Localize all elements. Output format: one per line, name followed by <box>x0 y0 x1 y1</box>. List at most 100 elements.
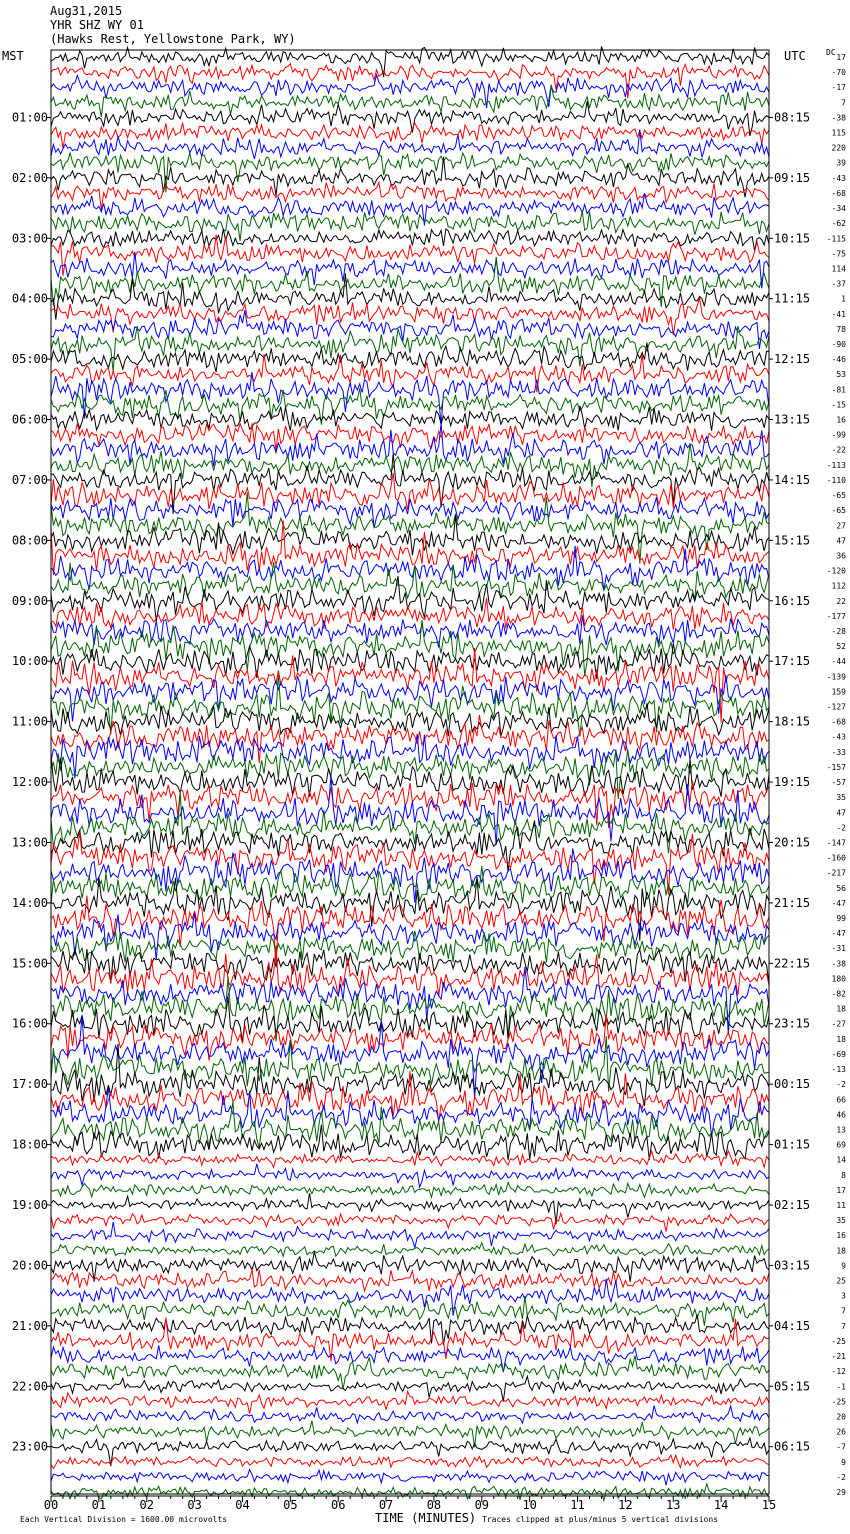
utc-hour-label: 12:15 <box>774 352 810 366</box>
dc-offset-label: 8 <box>841 1171 846 1180</box>
dc-offset-label: 159 <box>832 687 847 696</box>
dc-offset-label: 112 <box>832 582 847 591</box>
dc-offset-label: -47 <box>832 929 847 938</box>
trace-line <box>50 515 770 556</box>
dc-offset-label: -12 <box>832 1367 847 1376</box>
dc-offset-label: 56 <box>836 884 846 893</box>
trace-line <box>50 520 770 576</box>
location-label: (Hawks Rest, Yellowstone Park, WY) <box>50 32 296 46</box>
utc-hour-label: 22:15 <box>774 956 810 970</box>
dc-offset-label: -43 <box>832 174 847 183</box>
trace-line <box>50 749 770 800</box>
x-tick-label: 05 <box>283 1498 297 1512</box>
dc-offset-label: 17 <box>836 1186 846 1195</box>
trace-line <box>50 443 770 487</box>
dc-offset-label: -2 <box>836 1473 846 1482</box>
trace-line <box>50 273 770 320</box>
utc-hour-label: 13:15 <box>774 413 810 427</box>
dc-offset-label: -110 <box>827 476 846 485</box>
dc-offset-label: 78 <box>836 325 846 334</box>
dc-offset-label: 29 <box>836 1488 846 1497</box>
utc-hour-label: 20:15 <box>774 835 810 849</box>
dc-offset-label: -139 <box>827 672 846 681</box>
dc-offset-label: 14 <box>836 1156 846 1165</box>
trace-line <box>50 73 770 109</box>
mst-hour-label: 23:00 <box>12 1440 48 1454</box>
dc-offset-label: -43 <box>832 733 847 742</box>
trace-line <box>50 1317 770 1362</box>
trace-line <box>50 422 770 451</box>
x-tick-label: 09 <box>475 1498 489 1512</box>
utc-hour-label: 04:15 <box>774 1319 810 1333</box>
dc-offset-label: -33 <box>832 748 847 757</box>
mst-axis-label: MST <box>2 49 24 63</box>
trace-line <box>51 976 770 1042</box>
trace-line <box>50 1221 770 1250</box>
dc-offset-label: -99 <box>832 431 847 440</box>
dc-offset-label: -28 <box>832 627 847 636</box>
trace-line <box>50 792 770 854</box>
mst-hour-label: 12:00 <box>12 775 48 789</box>
trace-line <box>50 561 770 600</box>
x-tick-label: 02 <box>140 1498 154 1512</box>
mst-hour-label: 19:00 <box>12 1198 48 1212</box>
dc-offset-label: 7 <box>841 1307 846 1316</box>
mst-hour-label: 03:00 <box>12 231 48 245</box>
trace-line <box>50 703 770 737</box>
trace-line <box>50 930 770 963</box>
dc-offset-label: -17 <box>832 83 847 92</box>
dc-offset-label: -65 <box>832 506 847 515</box>
trace-line <box>50 895 770 965</box>
trace-line <box>50 619 770 677</box>
trace-line <box>50 1241 770 1259</box>
utc-hour-label: 21:15 <box>774 896 810 910</box>
dc-offset-label: -65 <box>832 491 847 500</box>
dc-offset-label: -41 <box>832 310 847 319</box>
dc-offset-label: -81 <box>832 385 847 394</box>
utc-hour-label: 11:15 <box>774 292 810 306</box>
trace-line <box>50 1180 770 1200</box>
trace-line <box>50 1268 770 1294</box>
dc-offset-label: 27 <box>836 521 846 530</box>
dc-offset-label: 46 <box>836 1110 846 1119</box>
x-tick-label: 12 <box>618 1498 632 1512</box>
trace-line <box>50 1211 770 1232</box>
trace-line <box>50 84 770 117</box>
trace-line <box>50 496 770 529</box>
dc-offset-label: 9 <box>841 1261 846 1270</box>
dc-offset-label: 35 <box>836 793 846 802</box>
trace-line <box>50 1015 770 1099</box>
dc-offset-label: -2 <box>836 1080 846 1089</box>
x-tick-label: 08 <box>427 1498 441 1512</box>
trace-line <box>50 297 770 336</box>
trace-line <box>50 820 770 872</box>
trace-line <box>50 1251 770 1282</box>
dc-offset-label: 36 <box>836 551 846 560</box>
trace-line <box>50 643 770 680</box>
dc-offset-label: -82 <box>832 990 847 999</box>
dc-offset-label: -160 <box>827 854 846 863</box>
trace-line <box>50 1014 770 1061</box>
dc-offset-label: 47 <box>836 808 846 817</box>
dc-offset-label: -69 <box>832 1050 847 1059</box>
clipping-note: Traces clipped at plus/minus 5 vertical … <box>482 1515 719 1524</box>
dc-offset-label: 20 <box>836 1412 846 1421</box>
trace-line <box>50 1420 770 1448</box>
date-label: Aug31,2015 <box>50 4 123 18</box>
mst-hour-label: 06:00 <box>12 413 48 427</box>
dc-offset-label: -147 <box>827 838 846 847</box>
x-tick-label: 07 <box>379 1498 393 1512</box>
dc-offset-label: -57 <box>832 778 847 787</box>
trace-line <box>50 545 770 591</box>
trace-line <box>50 121 770 149</box>
dc-offset-label: 47 <box>836 536 846 545</box>
trace-line <box>50 492 770 564</box>
dc-offset-label: 115 <box>832 129 847 138</box>
dc-offset-label: -177 <box>827 612 846 621</box>
dc-offset-label: -120 <box>827 567 846 576</box>
trace-line <box>50 405 770 432</box>
dc-offset-label: 52 <box>836 642 846 651</box>
dc-offset-label: 16 <box>836 416 846 425</box>
trace-line <box>51 1404 770 1425</box>
dc-offset-label: 16 <box>836 1231 846 1240</box>
